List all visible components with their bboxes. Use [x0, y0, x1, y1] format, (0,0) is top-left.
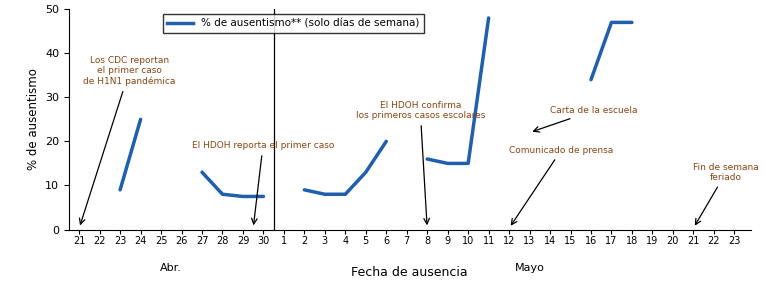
Y-axis label: % de ausentismo: % de ausentismo [27, 69, 40, 170]
Text: Mayo: Mayo [515, 263, 545, 273]
Legend: % de ausentismo** (solo días de semana): % de ausentismo** (solo días de semana) [162, 14, 424, 33]
Text: Fin de semana
feriado: Fin de semana feriado [693, 162, 759, 225]
Text: El HDOH reporta el primer caso: El HDOH reporta el primer caso [192, 141, 334, 224]
Text: Carta de la escuela: Carta de la escuela [534, 106, 637, 132]
Text: Comunicado de prensa: Comunicado de prensa [509, 146, 614, 225]
Text: Los CDC reportan
el primer caso
de H1N1 pandémica: Los CDC reportan el primer caso de H1N1 … [80, 56, 175, 224]
X-axis label: Fecha de ausencia: Fecha de ausencia [352, 266, 468, 279]
Text: Abr.: Abr. [160, 263, 182, 273]
Text: El HDOH confirma
los primeros casos escolares: El HDOH confirma los primeros casos esco… [355, 101, 485, 224]
